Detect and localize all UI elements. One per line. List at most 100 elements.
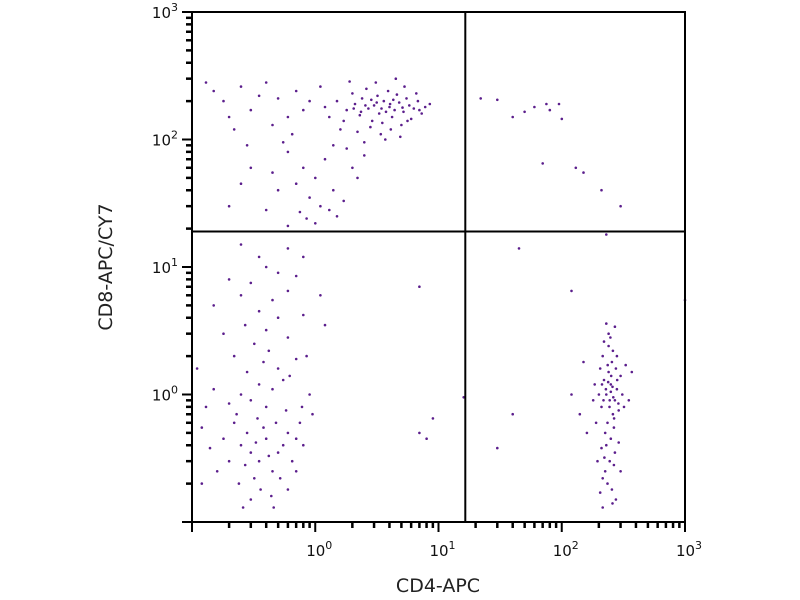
data-point (308, 99, 311, 103)
data-point (384, 110, 388, 114)
data-point (302, 443, 305, 447)
data-point (264, 208, 268, 212)
data-point (624, 363, 627, 367)
data-point (511, 412, 514, 416)
data-point (607, 370, 610, 374)
data-point (610, 488, 614, 491)
data-point (594, 421, 598, 425)
data-point (298, 210, 302, 214)
data-point (384, 138, 387, 141)
data-point (294, 89, 298, 93)
data-point (249, 108, 253, 112)
data-point (363, 154, 366, 157)
data-point (496, 98, 499, 102)
data-point (604, 387, 608, 391)
data-point (227, 278, 231, 281)
data-point (370, 98, 373, 102)
data-point (290, 132, 294, 136)
data-point (606, 380, 610, 384)
data-point (406, 119, 409, 123)
data-point (603, 431, 607, 435)
data-point (253, 342, 256, 346)
x-tick-label: 101 (429, 539, 455, 560)
data-points (195, 77, 687, 509)
data-point (608, 405, 611, 409)
data-point (215, 470, 219, 473)
y-axis: 100 101 102 103 (152, 1, 192, 523)
data-point (345, 147, 349, 150)
data-point (239, 294, 243, 297)
data-point (386, 89, 390, 93)
data-point (302, 313, 305, 317)
data-point (264, 265, 268, 269)
data-point (241, 506, 245, 509)
data-point (606, 421, 609, 425)
data-point (276, 367, 280, 370)
data-point (239, 393, 243, 396)
x-axis-label: CD4-APC (396, 575, 480, 597)
data-point (612, 463, 616, 467)
data-point (264, 328, 268, 332)
data-point (328, 115, 331, 119)
data-point (613, 325, 617, 329)
data-point (290, 459, 294, 463)
data-point (288, 374, 292, 378)
data-point (416, 99, 420, 103)
data-point (545, 102, 548, 106)
data-point (270, 494, 273, 498)
data-point (370, 119, 374, 123)
data-point (271, 298, 274, 302)
data-point (308, 196, 311, 199)
data-point (271, 171, 274, 174)
quadrant-gates (192, 12, 685, 522)
data-point (533, 105, 536, 109)
data-point (305, 354, 308, 358)
data-point (617, 441, 620, 444)
data-point (613, 399, 617, 402)
data-point (308, 393, 311, 396)
data-point (284, 409, 288, 412)
data-point (381, 121, 384, 125)
data-point (376, 94, 379, 98)
data-point (609, 437, 613, 441)
data-point (617, 402, 620, 405)
data-point (302, 255, 305, 259)
data-point (602, 399, 605, 402)
data-point (342, 199, 346, 203)
data-point (286, 247, 290, 250)
data-point (615, 354, 619, 358)
data-point (395, 93, 399, 96)
data-point (212, 387, 215, 391)
data-point (578, 412, 582, 416)
data-point (612, 417, 616, 420)
data-point (281, 443, 285, 447)
data-point (294, 357, 298, 361)
data-point (364, 104, 367, 107)
data-point (409, 117, 413, 121)
data-point (609, 336, 612, 339)
data-point (298, 421, 302, 425)
data-point (281, 378, 285, 382)
x-tick-label: 102 (553, 539, 579, 560)
data-point (271, 470, 274, 473)
data-point (245, 431, 249, 435)
x-tick-label: 100 (306, 539, 332, 560)
data-point (622, 405, 626, 409)
data-point (249, 166, 253, 170)
data-point (249, 399, 253, 402)
data-point (602, 378, 606, 382)
data-point (257, 255, 261, 259)
data-point (608, 459, 611, 463)
data-point (609, 383, 613, 386)
y-tick-label: 102 (152, 129, 178, 150)
data-point (612, 426, 616, 429)
data-point (264, 437, 268, 441)
data-point (605, 443, 608, 447)
data-point (593, 383, 596, 386)
data-point (302, 166, 305, 170)
data-point (394, 77, 398, 80)
data-point (208, 446, 212, 450)
data-point (319, 85, 322, 88)
data-point (372, 104, 376, 107)
